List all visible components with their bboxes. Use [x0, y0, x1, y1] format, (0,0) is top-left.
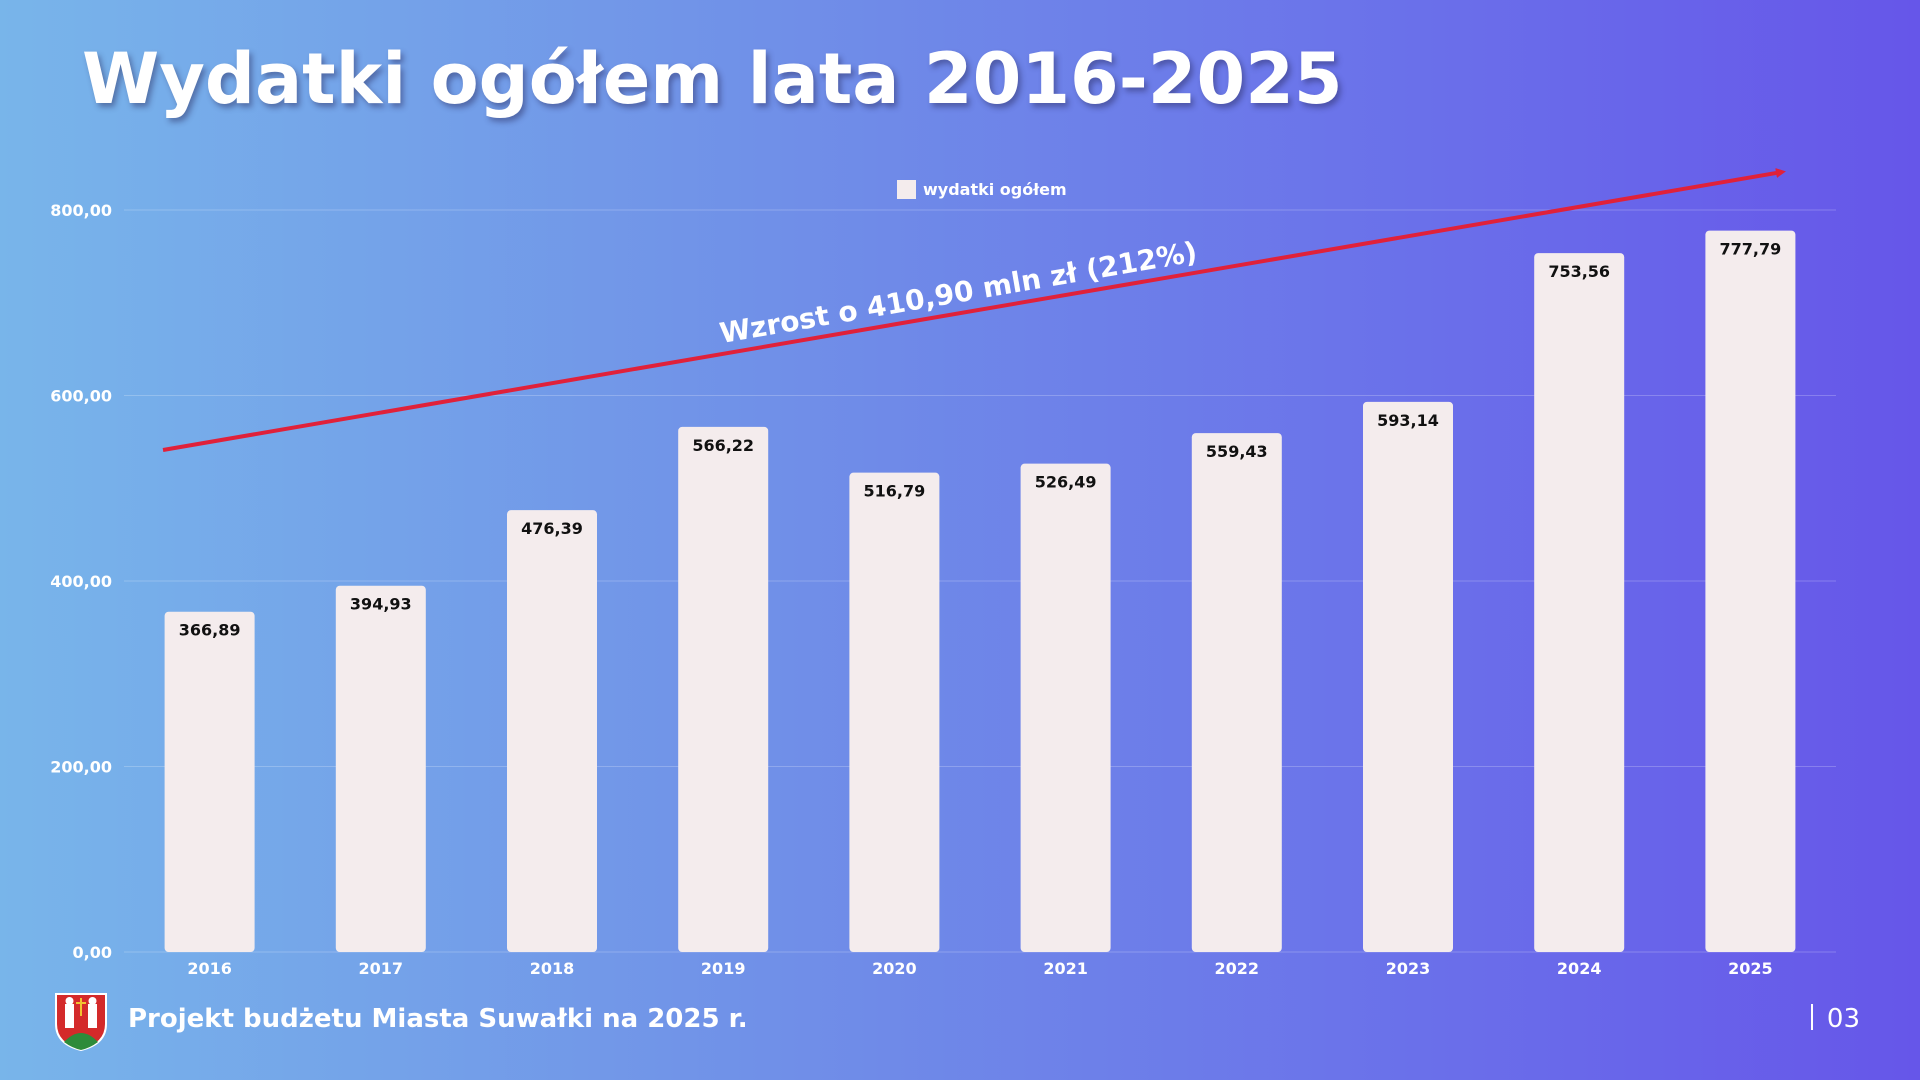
x-tick-label: 2018 — [530, 959, 575, 978]
legend-label: wydatki ogółem — [923, 180, 1067, 199]
x-tick-label: 2021 — [1043, 959, 1088, 978]
value-label: 566,22 — [692, 436, 754, 455]
bar-2023 — [1363, 401, 1453, 952]
value-label: 593,14 — [1377, 411, 1439, 430]
bar-2017 — [335, 585, 426, 952]
trend-arrow — [162, 168, 1786, 452]
y-axis: 0,00 200,00 400,00 600,00 800,00 — [50, 201, 112, 962]
y-tick-label: 600,00 — [50, 387, 112, 406]
page-number-value: 03 — [1826, 1004, 1860, 1034]
page-number: 03 — [1810, 1004, 1860, 1034]
value-label: 476,39 — [521, 519, 583, 538]
page-separator — [1810, 1004, 1813, 1030]
value-labels: 366,89 394,93 476,39 566,22 516,79 526,49 559,… — [179, 240, 1782, 640]
bar-2016 — [164, 611, 255, 952]
x-tick-label: 2022 — [1215, 959, 1260, 978]
value-label: 559,43 — [1206, 442, 1268, 461]
x-tick-label: 2016 — [187, 959, 232, 978]
x-tick-label: 2023 — [1386, 959, 1431, 978]
legend: wydatki ogółem — [897, 180, 1067, 199]
bars — [164, 230, 1796, 953]
x-axis: 2016 2017 2018 2019 2020 2021 2022 2023 2024 2025 — [187, 959, 1772, 978]
bar-2018 — [507, 510, 597, 952]
legend-swatch — [897, 180, 916, 199]
x-tick-label: 2020 — [872, 959, 917, 978]
bar-2025 — [1705, 230, 1796, 952]
bar-2024 — [1534, 253, 1625, 952]
growth-annotation: Wzrost o 410,90 mln zł (212%) — [717, 235, 1199, 350]
value-label: 366,89 — [179, 621, 241, 640]
y-tick-label: 0,00 — [73, 943, 112, 962]
x-tick-label: 2019 — [701, 959, 746, 978]
bar-2021 — [1020, 463, 1111, 952]
city-crest-logo — [55, 993, 107, 1052]
x-tick-label: 2017 — [359, 959, 404, 978]
y-tick-label: 400,00 — [50, 572, 112, 591]
bar-chart: 0,00 200,00 400,00 600,00 800,00 366,89 394,9… — [50, 168, 1796, 978]
footer-title: Projekt budżetu Miasta Suwałki na 2025 r… — [128, 1004, 748, 1034]
bar-2022 — [1191, 433, 1282, 952]
page-title: Wydatki ogółem lata 2016-2025 — [82, 38, 1343, 120]
value-label: 394,93 — [350, 595, 412, 614]
value-label: 526,49 — [1035, 473, 1097, 492]
x-tick-label: 2024 — [1557, 959, 1602, 978]
bar-2019 — [678, 426, 769, 953]
value-label: 777,79 — [1720, 240, 1782, 259]
value-label: 516,79 — [864, 482, 926, 501]
value-label: 753,56 — [1548, 262, 1610, 281]
y-tick-label: 800,00 — [50, 201, 112, 220]
x-tick-label: 2025 — [1728, 959, 1773, 978]
y-tick-label: 200,00 — [50, 758, 112, 777]
bar-2020 — [849, 472, 940, 952]
